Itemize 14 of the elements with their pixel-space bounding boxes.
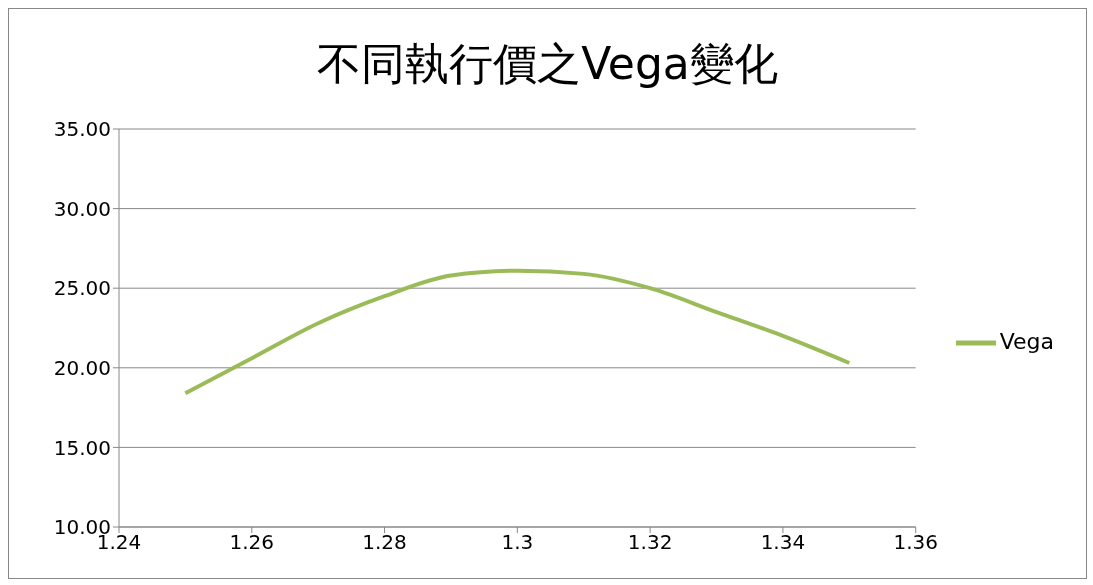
x-tick-label: 1.26 [229, 530, 275, 555]
x-tick-label: 1.28 [362, 530, 407, 555]
x-tick-label: 1.34 [760, 530, 806, 555]
y-tick-label: 35.00 [53, 117, 111, 142]
chart-title: 不同執行價之Vega變化 [316, 37, 779, 91]
y-tick-label: 20.00 [53, 355, 111, 380]
y-tick-label: 25.00 [53, 276, 111, 301]
x-tick-label: 1.3 [501, 530, 534, 555]
x-tick-label: 1.36 [893, 530, 938, 555]
legend-label: Vega [999, 329, 1054, 354]
line-series [183, 268, 852, 396]
y-tick-label: 30.00 [53, 196, 111, 221]
y-tick-label: 15.00 [53, 435, 111, 460]
x-tick-label: 1.32 [627, 530, 673, 555]
